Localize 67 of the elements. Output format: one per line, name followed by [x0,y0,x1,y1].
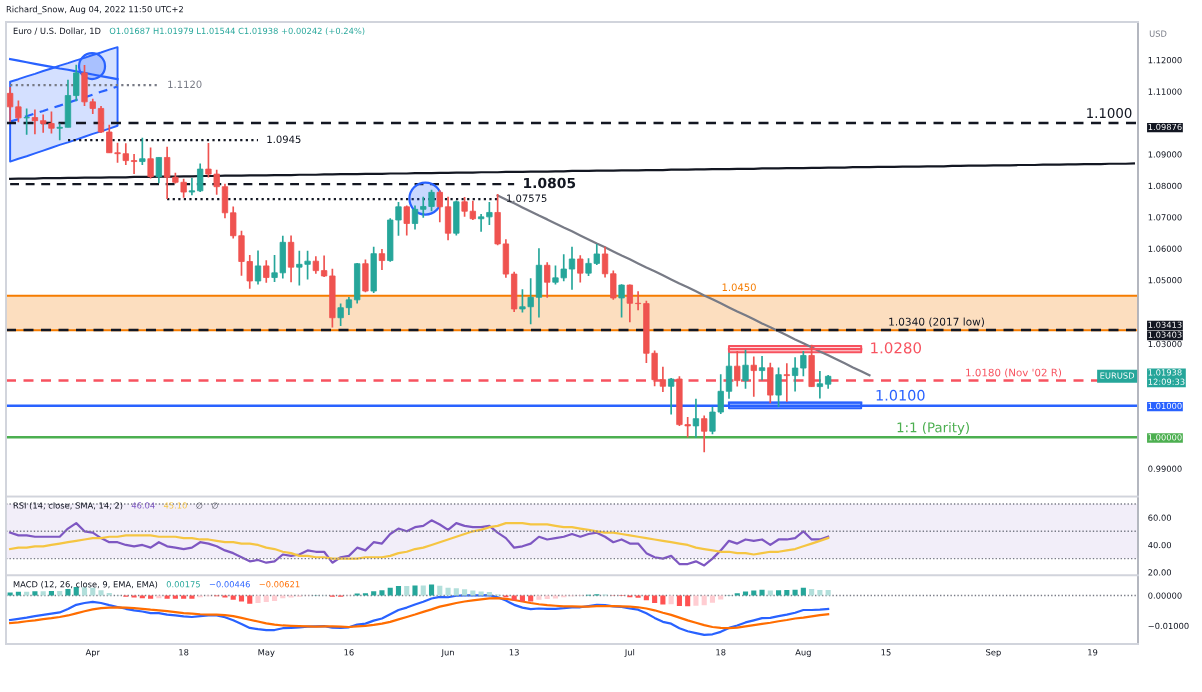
candlestick [329,267,336,329]
candlestick [668,377,675,416]
candlestick [122,142,129,166]
candlestick [163,145,171,200]
candlestick [296,249,303,287]
line-series [9,521,830,560]
candlestick [701,414,708,454]
candlestick [535,247,543,319]
candlestick [180,178,187,199]
candlestick [734,350,741,388]
candlestick [31,108,39,136]
candlestick [791,356,799,393]
candlestick [767,361,774,405]
candlestick [692,398,700,439]
candlestick [486,201,493,226]
candlestick [816,370,824,400]
candlestick [304,249,311,281]
candlestick [519,288,526,314]
candlestick [676,375,683,427]
candlestick [155,156,163,185]
line-series [9,519,830,567]
candlestick [205,142,212,179]
candlestick [568,245,576,291]
candlestick [197,162,204,193]
candlestick [552,264,559,286]
candlestick [254,249,262,286]
candlestick [593,243,600,266]
candlestick [139,136,146,166]
candlestick [411,204,419,231]
candlestick [783,362,790,403]
candlestick [64,78,72,129]
candlestick [577,254,584,284]
candlestick [378,248,386,271]
candlestick [800,350,807,378]
candlestick [403,204,410,237]
candlestick [48,110,55,135]
candlestick [775,366,782,408]
candlestick [618,283,625,319]
candlestick [370,245,377,294]
candlestick [15,99,22,124]
candlestick [362,258,369,294]
line-series [496,194,871,377]
candlestick [477,213,485,233]
candlestick [808,343,815,388]
candlestick [23,107,30,136]
candlestick [758,355,766,382]
candlestick [354,262,361,305]
candlestick [147,146,154,180]
candlestick [544,261,551,299]
candlestick [40,113,47,134]
candlestick [6,86,14,123]
candlestick [337,302,344,327]
candlestick [444,195,452,241]
candlestick [742,348,749,390]
candlestick [81,64,88,107]
candlestick [453,199,460,237]
candlestick [130,153,138,175]
candlestick [461,196,468,218]
candlestick [287,234,295,284]
candlestick [560,253,567,283]
candlestick [428,189,435,213]
candlestick [750,355,757,398]
candlestick [279,234,286,280]
candlestick [626,283,633,323]
candlestick [420,195,427,219]
candlestick [469,200,476,221]
candlestick [263,259,270,284]
